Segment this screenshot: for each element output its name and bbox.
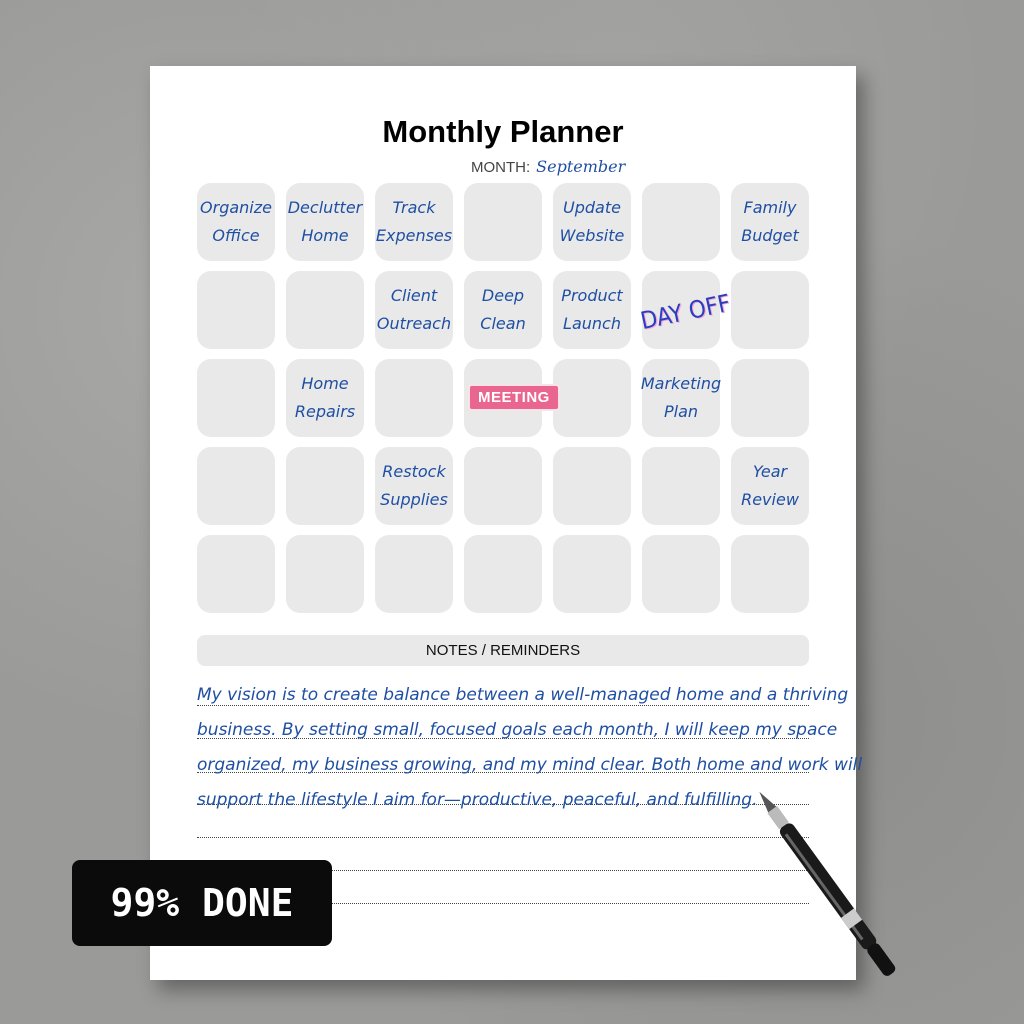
cell-text: Family <box>743 198 797 217</box>
calendar-cell: Update Website <box>553 183 631 261</box>
calendar-cell <box>197 359 275 437</box>
notes-line: organized, my business growing, and my m… <box>197 755 863 775</box>
ruled-line <box>197 837 809 838</box>
calendar-cell <box>642 183 720 261</box>
planner-page: Monthly Planner MONTH: September Organize… <box>150 66 863 980</box>
calendar-cell <box>375 535 453 613</box>
cell-text: Client <box>390 286 438 305</box>
calendar-cell <box>731 535 809 613</box>
calendar-cell <box>464 447 542 525</box>
calendar-cell <box>553 535 631 613</box>
ruled-line <box>197 804 809 805</box>
notes-line: support the lifestyle I aim for—producti… <box>197 790 758 810</box>
calendar-cell: Home Repairs <box>286 359 364 437</box>
cell-text: Supplies <box>380 490 448 509</box>
cell-text: Budget <box>741 226 799 245</box>
cell-text: Track <box>392 198 436 217</box>
meeting-sticker: MEETING <box>468 384 560 411</box>
cell-text: Marketing <box>640 374 722 393</box>
calendar-cell: Client Outreach <box>375 271 453 349</box>
calendar-cell <box>286 447 364 525</box>
calendar-cell <box>642 447 720 525</box>
cell-text: Office <box>212 226 260 245</box>
cell-text: Year <box>752 462 788 481</box>
cell-text: Launch <box>563 314 621 333</box>
cell-text: Expenses <box>375 226 453 245</box>
cell-text: Deep <box>481 286 525 305</box>
calendar-cell <box>197 271 275 349</box>
cell-text: Organize <box>200 198 272 217</box>
pen-icon <box>759 791 896 976</box>
cell-text: Home <box>301 226 349 245</box>
cell-text: Home <box>301 374 349 393</box>
ruled-line <box>197 903 809 904</box>
calendar-cell <box>375 359 453 437</box>
notes-header: NOTES / REMINDERS <box>197 635 809 666</box>
cell-text: Plan <box>663 402 699 421</box>
calendar-cell: Year Review <box>731 447 809 525</box>
calendar-cell: Declutter Home <box>286 183 364 261</box>
calendar-cell: Organize Office <box>197 183 275 261</box>
calendar-cell <box>553 359 631 437</box>
ruled-line <box>197 738 809 739</box>
month-label: MONTH: <box>471 159 531 176</box>
notes-line: My vision is to create balance between a… <box>197 685 849 705</box>
calendar-cell: Marketing Plan <box>640 359 722 437</box>
cell-text: Website <box>559 226 625 245</box>
calendar-cell: Deep Clean <box>464 271 542 349</box>
cell-text: Repairs <box>294 402 356 421</box>
calendar-cell <box>731 271 809 349</box>
notes-text: My vision is to create balance between a… <box>197 678 863 818</box>
month-field: MONTH: September <box>471 157 626 177</box>
calendar-cell: Track Expenses <box>375 183 453 261</box>
cell-text: Review <box>741 490 799 509</box>
month-value: September <box>536 157 626 176</box>
calendar-cell <box>286 535 364 613</box>
calendar-cell: Product Launch <box>553 271 631 349</box>
cell-text: Outreach <box>376 314 452 333</box>
progress-badge: 99% DONE <box>72 860 332 946</box>
notes-line: business. By setting small, focused goal… <box>197 720 838 740</box>
calendar-cell: Restock Supplies <box>375 447 453 525</box>
ruled-line <box>197 772 809 773</box>
cell-text: Update <box>563 198 621 217</box>
cell-text: Product <box>561 286 623 305</box>
calendar-cell <box>464 183 542 261</box>
calendar-cell <box>197 447 275 525</box>
cell-text: Clean <box>480 314 526 333</box>
calendar-cell <box>553 447 631 525</box>
calendar-cell <box>642 535 720 613</box>
calendar-cell <box>642 271 720 349</box>
calendar-cell: Family Budget <box>731 183 809 261</box>
page-title: Monthly Planner <box>382 114 624 149</box>
calendar-cell <box>731 359 809 437</box>
calendar-cell <box>286 271 364 349</box>
cell-text: Declutter <box>287 198 363 217</box>
calendar-cell <box>464 535 542 613</box>
ruled-line <box>197 870 809 871</box>
calendar-cell <box>197 535 275 613</box>
ruled-line <box>197 705 809 706</box>
cell-text: Restock <box>382 462 446 481</box>
